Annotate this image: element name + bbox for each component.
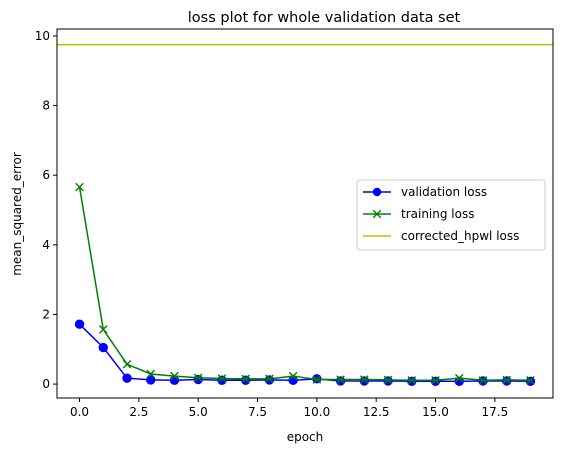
- legend-item: training loss: [363, 207, 474, 221]
- validation-loss-point: [359, 376, 370, 386]
- validation-loss-point: [98, 342, 108, 353]
- legend-marker: [372, 209, 382, 219]
- y-tick-label: 8: [42, 99, 50, 113]
- validation-loss-point: [454, 376, 464, 386]
- validation-loss-point: [146, 375, 156, 385]
- y-tick-label: 10: [35, 29, 50, 43]
- legend-marker: [372, 187, 382, 197]
- legend: validation loss training loss corrected_hp…: [356, 179, 546, 251]
- validation-loss-point: [502, 376, 512, 386]
- y-axis-label: mean_squared_error: [10, 152, 24, 276]
- training-loss-point: [312, 375, 322, 384]
- legend-label: validation loss: [401, 185, 487, 199]
- validation-loss-point: [122, 373, 132, 383]
- training-loss-point: [454, 373, 464, 383]
- validation-loss-point: [525, 376, 536, 386]
- plot-area: [57, 43, 553, 386]
- axis-ticks: 0.0 2.5 5.0 7.5 10.0 12.5 15.0 17.5 0 2 4 6 8 10: [35, 29, 508, 419]
- legend-item: corrected_hpwl loss: [363, 229, 519, 243]
- training-loss-point: [360, 375, 369, 384]
- training-loss-point: [478, 375, 488, 385]
- x-tick-label: 7.5: [248, 405, 267, 419]
- validation-loss-point: [335, 376, 346, 386]
- training-loss-point: [146, 369, 156, 379]
- x-axis-label: epoch: [287, 430, 324, 444]
- legend-label: training loss: [401, 207, 474, 221]
- y-tick-label: 6: [42, 168, 50, 182]
- training-loss-point: [407, 375, 417, 385]
- y-tick-label: 4: [42, 238, 50, 252]
- x-tick-label: 5.0: [189, 405, 208, 419]
- y-tick-label: 2: [42, 307, 50, 321]
- validation-loss-point: [288, 375, 298, 385]
- training-loss-point: [336, 375, 345, 384]
- validation-loss-point: [383, 376, 393, 386]
- training-loss-point: [75, 182, 84, 192]
- training-loss-point: [431, 375, 440, 385]
- training-loss-point: [383, 375, 393, 385]
- validation-loss-point: [264, 375, 275, 385]
- validation-loss-point: [193, 374, 203, 385]
- training-loss-point: [193, 373, 203, 383]
- training-loss-point: [98, 325, 108, 334]
- y-tick-label: 0: [42, 377, 50, 391]
- legend-box: [356, 179, 546, 251]
- validation-loss-point: [217, 375, 227, 385]
- plot-frame: [56, 28, 554, 399]
- training-loss-point: [526, 375, 535, 385]
- chart-title: loss plot for whole validation data set: [188, 10, 461, 26]
- validation-loss-point: [430, 376, 441, 386]
- training-loss-point: [170, 371, 179, 381]
- validation-loss-point: [407, 376, 417, 386]
- training-loss-line: [78, 186, 531, 382]
- legend-item: validation loss: [363, 185, 487, 199]
- x-tick-label: 12.5: [363, 405, 390, 419]
- training-loss-point: [122, 359, 132, 369]
- validation-loss-point: [169, 375, 180, 385]
- training-loss-point: [265, 374, 274, 384]
- legend-label: corrected_hpwl loss: [401, 229, 519, 243]
- x-tick-label: 2.5: [129, 405, 148, 419]
- x-tick-label: 17.5: [481, 405, 508, 419]
- x-tick-label: 15.0: [422, 405, 449, 419]
- validation-loss-point: [240, 375, 251, 385]
- validation-loss-point: [74, 319, 85, 329]
- x-tick-label: 0.0: [70, 405, 89, 419]
- training-loss-point: [217, 374, 227, 383]
- training-loss-point: [241, 374, 250, 384]
- training-loss-point: [288, 371, 298, 381]
- x-tick-label: 10.0: [304, 405, 331, 419]
- training-loss-point: [502, 375, 512, 385]
